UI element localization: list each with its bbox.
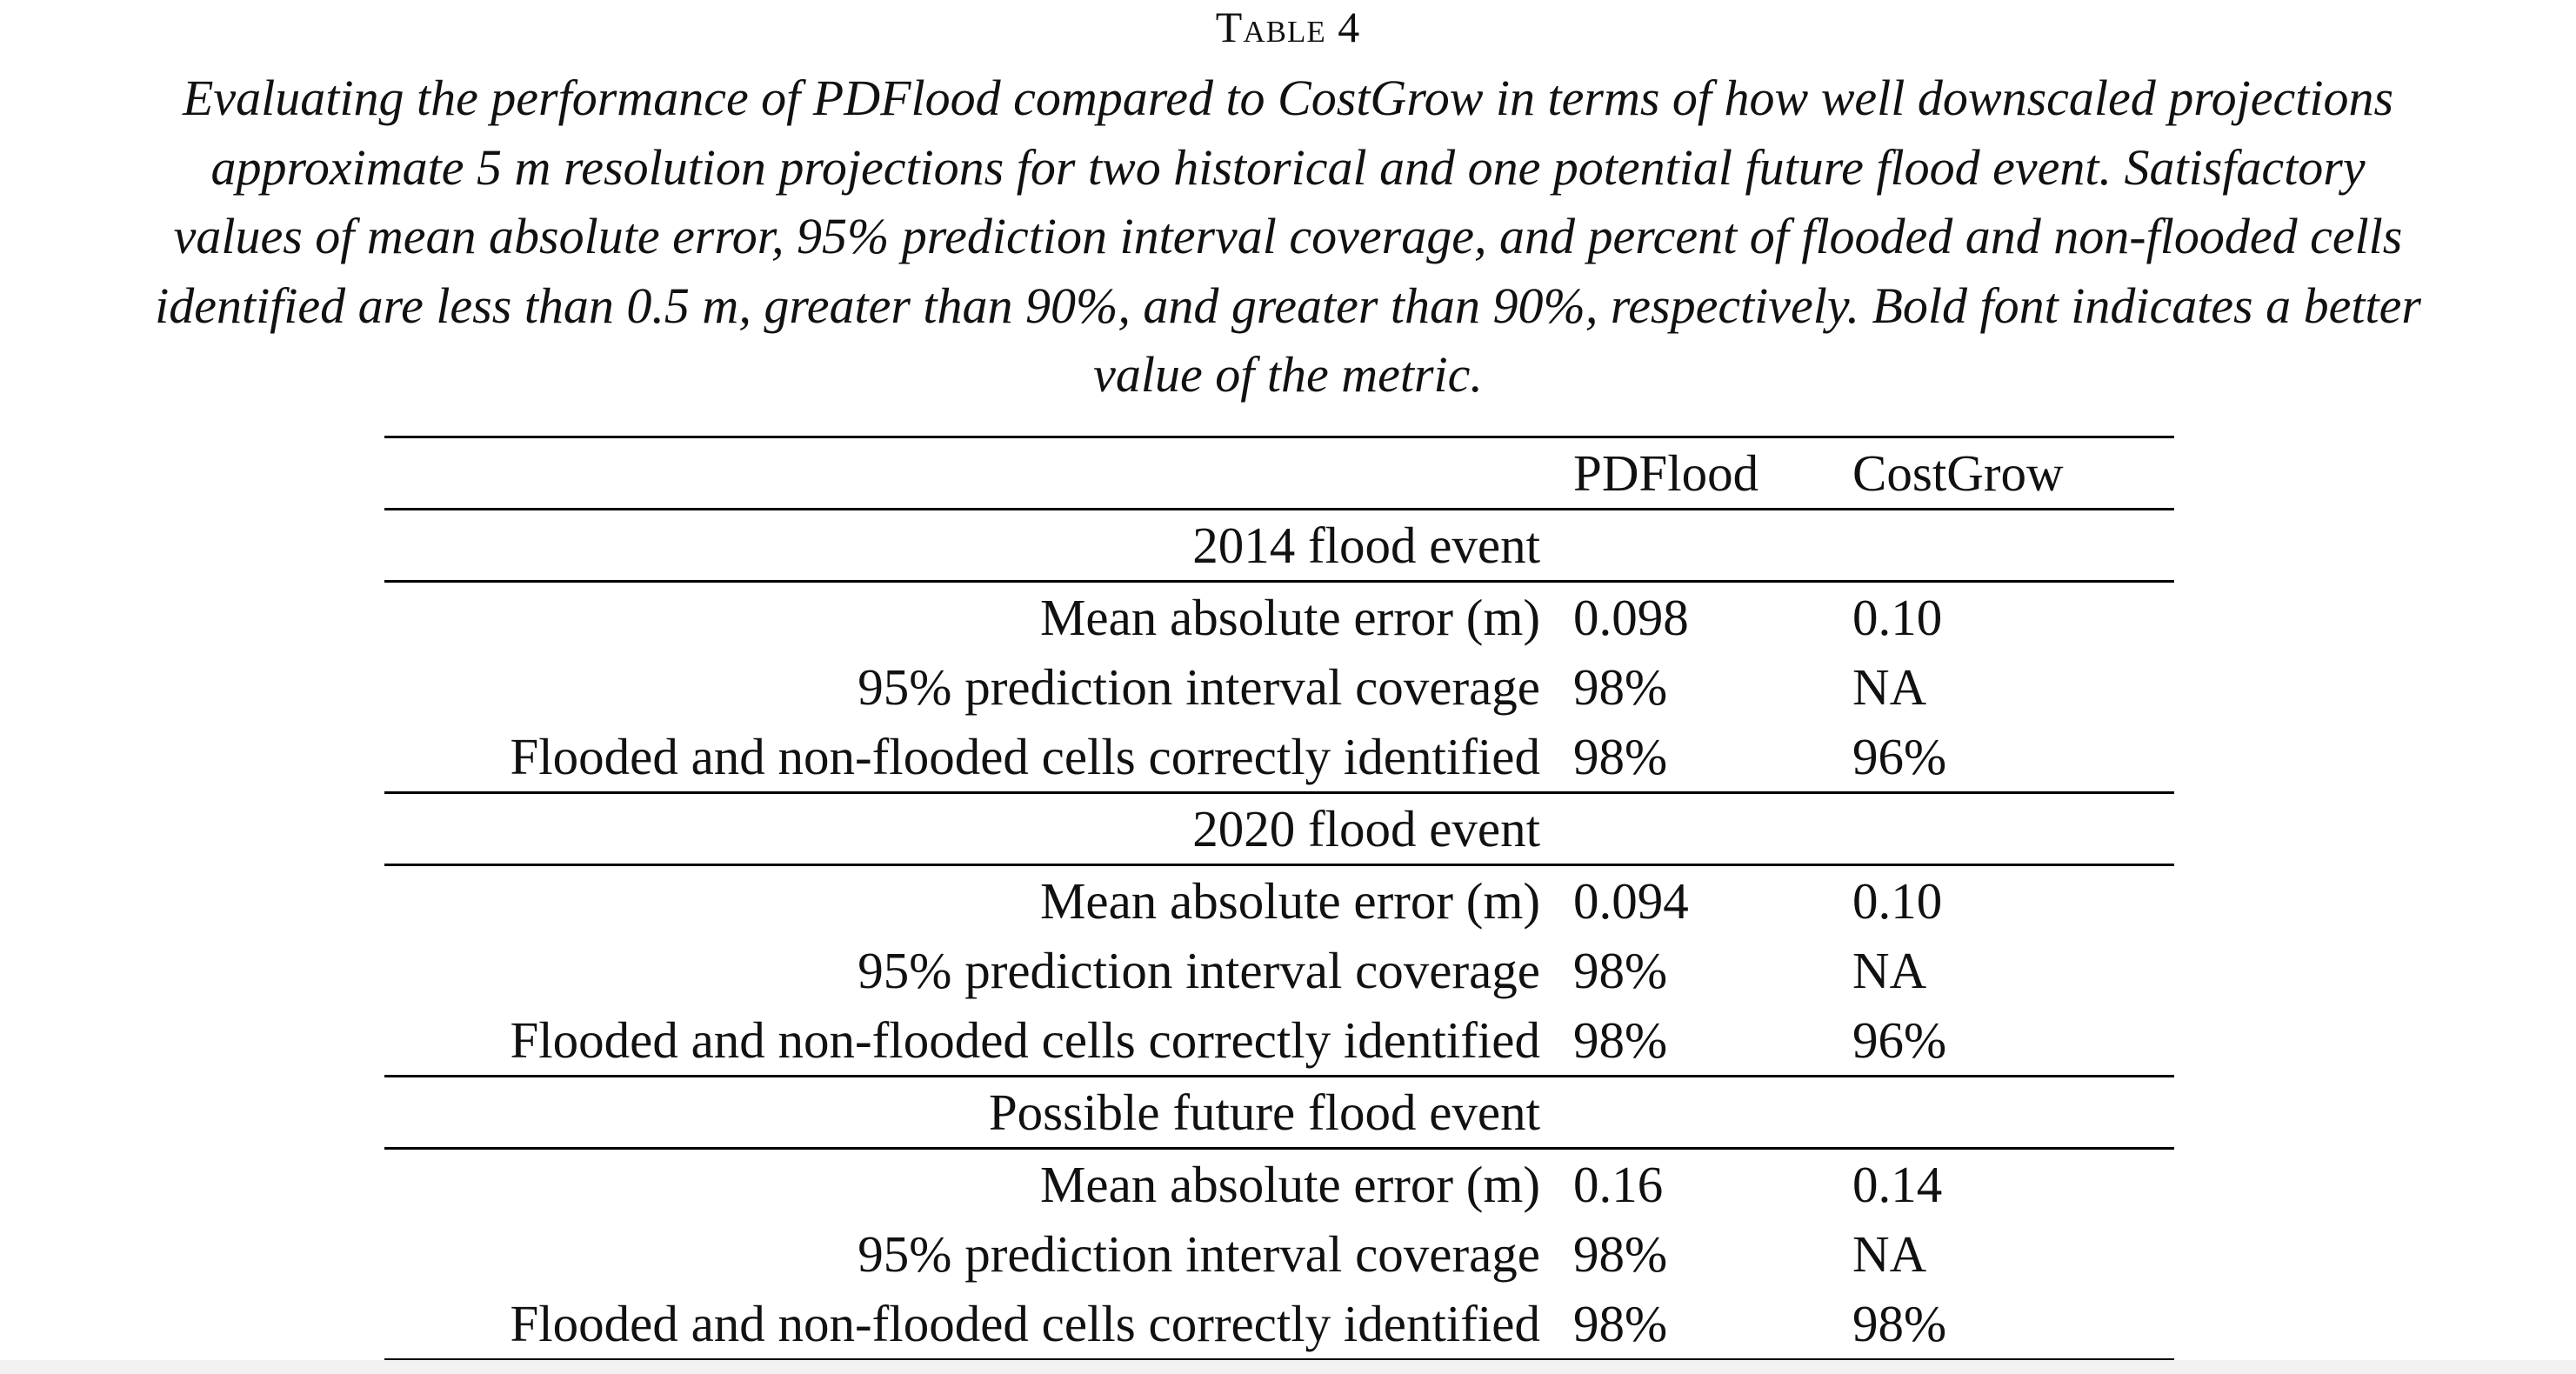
table-row: Flooded and non-flooded cells correctly …: [384, 722, 2174, 794]
caption-line: identified are less than 0.5 m, greater …: [155, 277, 2421, 334]
table-title: Table 4: [1215, 3, 1361, 51]
section-row: Possible future flood event: [384, 1076, 2174, 1150]
section-row: 2014 flood event: [384, 509, 2174, 583]
metric-label: 95% prediction interval coverage: [858, 942, 1540, 999]
metric-label: 95% prediction interval coverage: [858, 658, 1540, 716]
caption-line: Evaluating the performance of PDFlood co…: [182, 70, 2394, 126]
table-row: 95% prediction interval coverage 98% NA: [384, 1219, 2174, 1289]
header-pdflood: PDFlood: [1573, 437, 1852, 510]
costgrow-value: 98%: [1852, 1295, 1947, 1352]
costgrow-value: 96%: [1852, 1005, 2174, 1077]
table-row: 95% prediction interval coverage 98% NA: [384, 936, 2174, 1005]
metric-label: Flooded and non-flooded cells correctly …: [510, 1295, 1540, 1352]
costgrow-value: 0.14: [1852, 1156, 1943, 1213]
table-row: Mean absolute error (m) 0.098 0.10: [384, 582, 2174, 653]
pdflood-value: 98%: [1573, 1225, 1668, 1283]
pdflood-value: 98%: [1573, 658, 1668, 716]
costgrow-value: NA: [1852, 658, 1927, 716]
caption-line: values of mean absolute error, 95% predi…: [173, 208, 2403, 264]
header-metric: [384, 437, 1573, 510]
pdflood-value: 0.098: [1573, 589, 1689, 646]
table-row: 95% prediction interval coverage 98% NA: [384, 652, 2174, 722]
caption-line: approximate 5 m resolution projections f…: [210, 138, 2366, 196]
costgrow-value: NA: [1852, 1225, 1927, 1283]
costgrow-value: 0.10: [1852, 589, 1943, 646]
header-costgrow: CostGrow: [1852, 437, 2174, 510]
costgrow-value: 0.10: [1852, 872, 1943, 930]
pdflood-value: 0.16: [1573, 1156, 1664, 1213]
section-label: 2014 flood event: [384, 509, 1573, 583]
metric-label: Mean absolute error (m): [1039, 1156, 1540, 1213]
bottom-edge: [0, 1360, 2576, 1374]
results-table: PDFlood CostGrow 2014 flood event Mean a…: [384, 436, 2174, 1361]
header-row: PDFlood CostGrow: [384, 437, 2174, 510]
metric-label: Flooded and non-flooded cells correctly …: [384, 1005, 1573, 1077]
section-row: 2020 flood event: [384, 792, 2174, 866]
costgrow-value: 96%: [1852, 722, 2174, 794]
pdflood-value: 98%: [1573, 1295, 1668, 1352]
metric-label: Mean absolute error (m): [1039, 872, 1540, 930]
costgrow-value: NA: [1852, 942, 1927, 999]
metric-label: Mean absolute error (m): [1039, 589, 1540, 646]
pdflood-value: 98%: [1573, 722, 1852, 794]
pdflood-value: 98%: [1573, 1005, 1852, 1077]
table-row: Flooded and non-flooded cells correctly …: [384, 1289, 2174, 1360]
section-label: 2020 flood event: [384, 792, 1573, 866]
table-row: Flooded and non-flooded cells correctly …: [384, 1005, 2174, 1077]
caption-line: value of the metric.: [1093, 346, 1483, 403]
metric-label: 95% prediction interval coverage: [858, 1225, 1540, 1283]
metric-label: Flooded and non-flooded cells correctly …: [384, 722, 1573, 794]
table-row: Mean absolute error (m) 0.094 0.10: [384, 865, 2174, 937]
table-row: Mean absolute error (m) 0.16 0.14: [384, 1149, 2174, 1220]
pdflood-value: 98%: [1573, 942, 1668, 999]
section-label: Possible future flood event: [384, 1076, 1573, 1150]
pdflood-value: 0.094: [1573, 872, 1689, 930]
table-caption: Evaluating the performance of PDFlood co…: [0, 63, 2576, 410]
